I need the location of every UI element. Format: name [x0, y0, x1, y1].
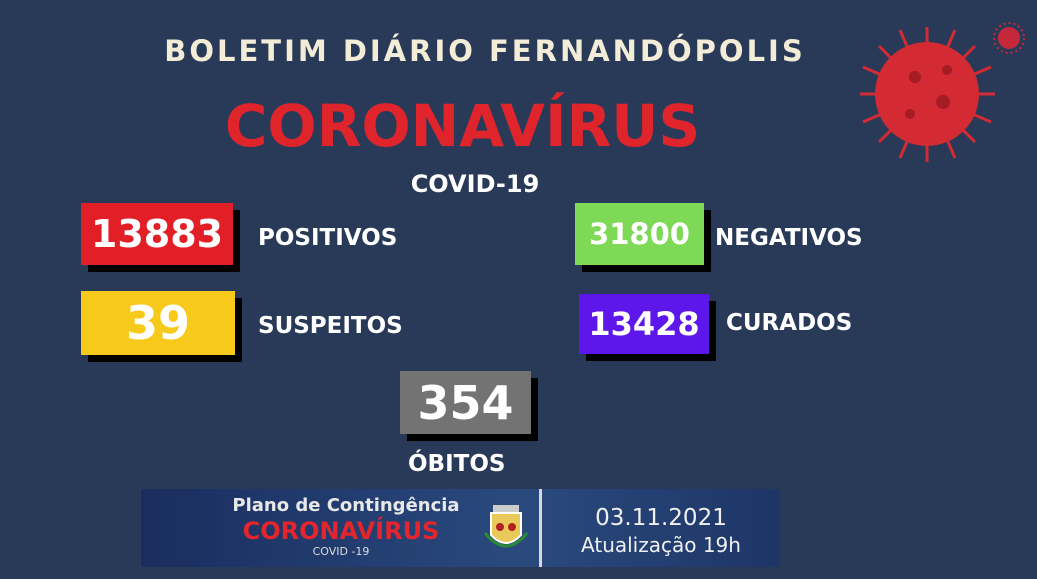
- banner-update: Atualização 19h: [581, 533, 741, 557]
- curados-label: CURADOS: [726, 310, 853, 336]
- page-subtitle: COVID-19: [410, 170, 540, 198]
- obitos-label: ÓBITOS: [408, 451, 506, 477]
- suspeitos-label: SUSPEITOS: [258, 313, 403, 339]
- banner-title: CORONAVÍRUS: [242, 517, 440, 545]
- suspeitos-count: 39: [81, 291, 235, 355]
- city-coat-of-arms-icon: [483, 505, 529, 548]
- banner-subtitle: COVID -19: [312, 545, 370, 558]
- bulletin-title: BOLETIM DIÁRIO FERNANDÓPOLIS: [164, 34, 806, 68]
- contingency-banner: Plano de Contingência CORONAVÍRUS COVID …: [141, 489, 780, 567]
- curados-count: 13428: [579, 294, 709, 354]
- negativos-label: NEGATIVOS: [715, 225, 863, 251]
- banner-plan: Plano de Contingência: [232, 495, 460, 516]
- positivos-count: 13883: [81, 203, 233, 265]
- page-title: CORONAVÍRUS: [224, 92, 701, 160]
- banner-divider: [539, 489, 542, 567]
- negativos-count: 31800: [575, 203, 704, 265]
- virus-icon: [860, 27, 995, 162]
- banner-date: 03.11.2021: [595, 505, 727, 531]
- obitos-count: 354: [400, 371, 531, 434]
- positivos-label: POSITIVOS: [258, 225, 398, 251]
- virus-icon: [993, 22, 1025, 54]
